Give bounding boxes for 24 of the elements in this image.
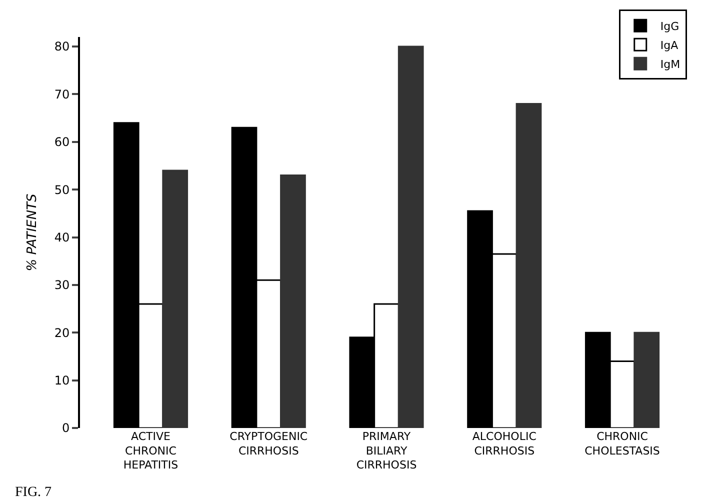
y-tick-label: 60 (54, 135, 70, 150)
y-tick-label: 0 (62, 421, 70, 436)
y-tick-label: 80 (54, 40, 70, 54)
y-tick-label: 50 (54, 182, 70, 197)
x-tick-label: CHRONIC CHOLESTASIS (584, 430, 660, 458)
legend-label: IgG (660, 20, 680, 33)
caption: FIG. 7 (15, 485, 52, 498)
x-tick-label: PRIMARY BILIARY CIRRHOSIS (356, 430, 417, 472)
y-tick-label: 30 (54, 278, 70, 292)
bar (280, 174, 306, 428)
y-tick-label: 40 (54, 230, 70, 244)
bar (398, 46, 424, 428)
bar (516, 103, 542, 428)
bar (162, 170, 188, 428)
y-tick-label: 20 (54, 326, 70, 340)
legend-label: IgA (660, 38, 679, 52)
y-tick-label: 70 (54, 87, 70, 102)
x-tick-label: ALCOHOLIC CIRRHOSIS (472, 430, 537, 458)
y-tick-label: 10 (54, 374, 70, 388)
x-tick-label: CRYPTOGENIC CIRRHOSIS (230, 430, 308, 458)
legend-label: IgM (660, 58, 680, 71)
bar (634, 332, 660, 428)
x-tick-label: ACTIVE CHRONIC HEPATITIS (123, 430, 178, 472)
y-axis-title: % PATIENTS (24, 194, 40, 272)
